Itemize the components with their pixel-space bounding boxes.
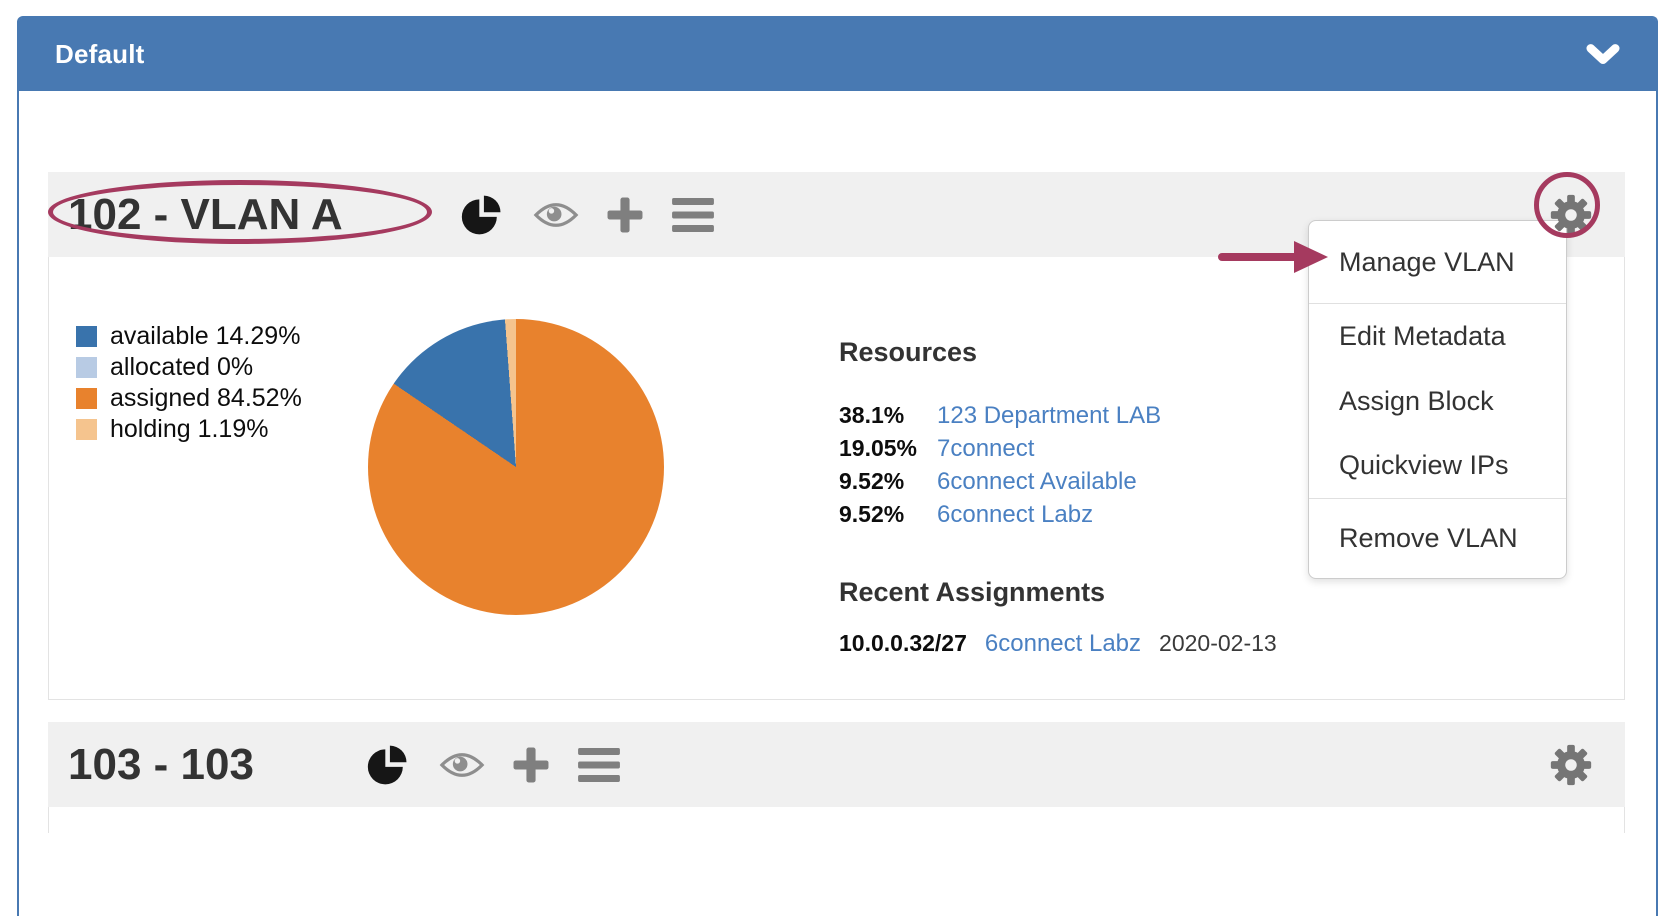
menu-item-edit-metadata[interactable]: Edit Metadata: [1339, 320, 1506, 351]
resource-row: 38.1% 123 Department LAB: [839, 399, 1439, 432]
assignment-row: 10.0.0.32/27 6connect Labz 2020-02-13: [839, 628, 1439, 659]
eye-icon[interactable]: [533, 199, 579, 231]
pie-legend: available 14.29% allocated 0% assigned 8…: [76, 321, 302, 445]
accordion-title: Default: [55, 39, 145, 69]
pie-chart: [368, 319, 664, 615]
plus-icon[interactable]: [512, 746, 550, 784]
resource-row: 9.52% 6connect Available: [839, 465, 1439, 498]
menu-item-assign-block[interactable]: Assign Block: [1339, 385, 1494, 416]
menu-item-remove-vlan[interactable]: Remove VLAN: [1339, 523, 1518, 553]
vlan-103-title: 103 - 103: [68, 739, 254, 789]
legend-item-available: available 14.29%: [76, 321, 302, 352]
resource-link[interactable]: 7connect: [937, 435, 1035, 462]
vlan-102-title: 102 - VLAN A: [68, 189, 343, 239]
eye-icon[interactable]: [439, 749, 485, 781]
legend-label: assigned 84.52%: [110, 384, 302, 412]
menu-item-quickview-ips[interactable]: Quickview IPs: [1339, 450, 1509, 481]
assignment-block: 10.0.0.32/27: [839, 630, 967, 656]
recent-assignments-heading: Recent Assignments: [839, 577, 1106, 607]
accordion-header[interactable]: Default: [19, 18, 1656, 91]
gear-dropdown-menu: Manage VLAN Edit Metadata Assign Block Q…: [1308, 220, 1567, 579]
legend-label: holding 1.19%: [110, 415, 269, 443]
legend-swatch-assigned: [76, 388, 97, 409]
legend-swatch-available: [76, 326, 97, 347]
pie-chart-icon[interactable]: [460, 192, 506, 238]
resource-row: 19.05% 7connect: [839, 432, 1439, 465]
vlan-103-body: [48, 807, 1625, 833]
legend-item-assigned: assigned 84.52%: [76, 383, 302, 414]
resource-link[interactable]: 123 Department LAB: [937, 402, 1162, 429]
gear-icon[interactable]: [1547, 191, 1595, 239]
chevron-down-icon[interactable]: [1586, 43, 1620, 67]
legend-label: available 14.29%: [110, 322, 301, 350]
menu-item-manage-vlan[interactable]: Manage VLAN: [1339, 246, 1515, 277]
legend-item-holding: holding 1.19%: [76, 414, 302, 445]
plus-icon[interactable]: [606, 196, 644, 234]
legend-swatch-allocated: [76, 357, 97, 378]
resource-percent: 9.52%: [839, 468, 905, 494]
vlan-panel-103: 103 - 103: [48, 722, 1625, 833]
menu-icon[interactable]: [577, 747, 621, 782]
resource-percent: 9.52%: [839, 501, 905, 527]
resource-row: 9.52% 6connect Labz: [839, 498, 1439, 531]
legend-swatch-holding: [76, 419, 97, 440]
legend-label: allocated 0%: [110, 353, 254, 381]
utilization-info: Resources 38.1% 123 Department LAB 19.05…: [839, 337, 1439, 659]
vlan-103-header: 103 - 103: [48, 722, 1625, 807]
resource-link[interactable]: 6connect Available: [937, 468, 1137, 495]
resources-heading: Resources: [839, 337, 978, 367]
resource-link[interactable]: 6connect Labz: [937, 501, 1094, 528]
menu-icon[interactable]: [671, 197, 715, 232]
resource-percent: 38.1%: [839, 402, 905, 428]
resource-percent: 19.05%: [839, 435, 918, 461]
assignment-date: 2020-02-13: [1159, 630, 1277, 656]
assignment-resource-link[interactable]: 6connect Labz: [984, 630, 1142, 657]
pie-chart-icon[interactable]: [366, 742, 412, 788]
gear-icon[interactable]: [1547, 741, 1595, 789]
legend-item-allocated: allocated 0%: [76, 352, 302, 383]
